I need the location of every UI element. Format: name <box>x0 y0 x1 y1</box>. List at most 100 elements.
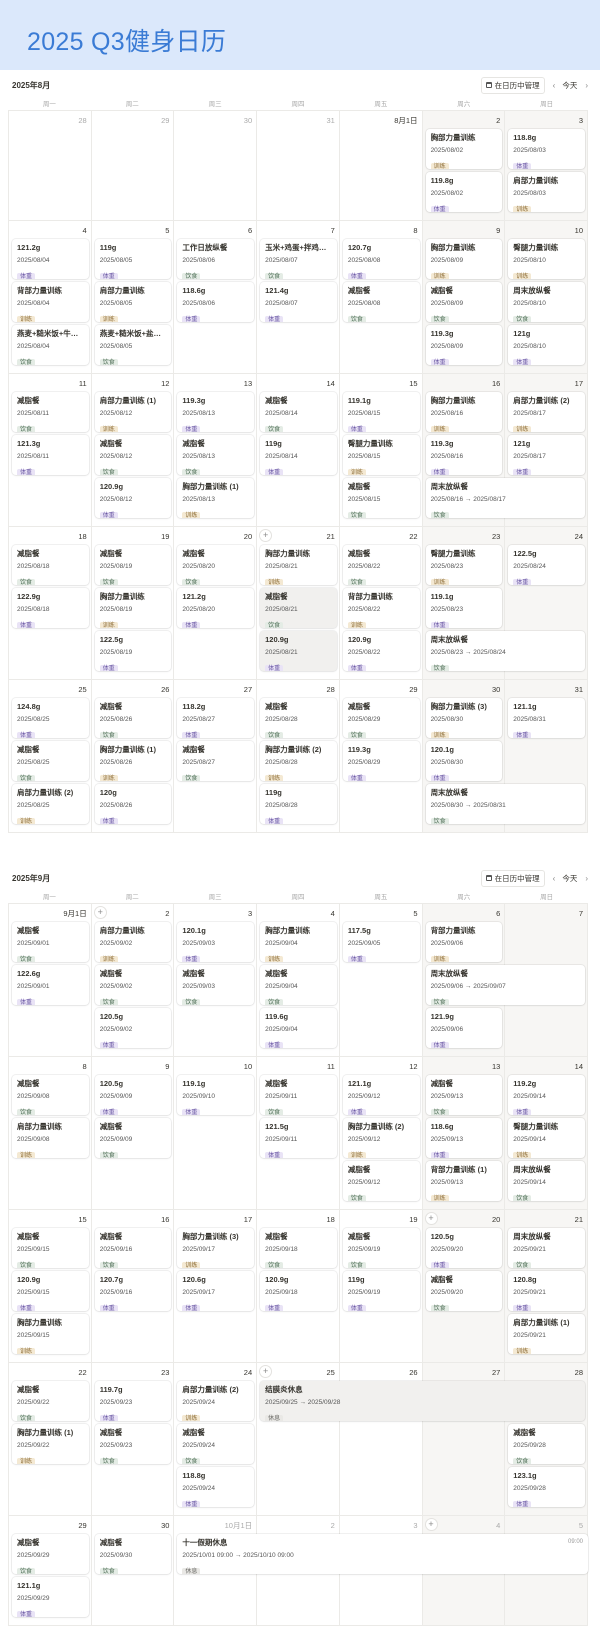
chevron-left-icon[interactable]: ‹ <box>552 873 556 883</box>
event-card[interactable]: 119g 2025/08/05 体重 <box>94 239 172 279</box>
event-card[interactable]: 周末放纵餐 2025/08/10 饮食 <box>508 282 585 322</box>
day-cell[interactable] <box>340 1057 423 1209</box>
chevron-right-icon[interactable]: › <box>585 80 588 90</box>
event-card[interactable]: 减脂餐 2025/09/16 饮食 <box>94 1228 172 1268</box>
event-card[interactable]: 120.1g 2025/09/03 体重 <box>177 922 255 962</box>
day-cell[interactable] <box>9 374 92 526</box>
event-card[interactable]: 减脂餐 2025/09/01 饮食 <box>12 922 89 962</box>
event-card[interactable]: 122.6g 2025/09/01 体重 <box>12 965 89 1005</box>
event-card[interactable]: 肩部力量训练 2025/09/08 训练 <box>12 1118 89 1158</box>
day-cell[interactable] <box>9 527 92 679</box>
event-card[interactable]: 减脂餐 2025/09/19 饮食 <box>342 1228 420 1268</box>
event-card[interactable]: 119.1g 2025/09/10 体重 <box>177 1075 255 1115</box>
day-cell[interactable] <box>92 221 175 373</box>
multi-day-event-card[interactable]: 周末放纵餐 2025/08/23 → 2025/08/24 饮食 <box>425 631 585 671</box>
day-cell[interactable] <box>9 904 92 1056</box>
event-card[interactable]: 118.8g 2025/09/24 体重 <box>177 1467 255 1507</box>
day-cell[interactable] <box>9 221 92 373</box>
multi-day-event-card[interactable]: 周末放纵餐 2025/08/16 → 2025/08/17 饮食 <box>425 478 585 518</box>
event-card[interactable]: 减脂餐 2025/08/13 饮食 <box>177 435 255 475</box>
multi-day-event-card[interactable]: 结膜炎休息 2025/09/25 → 2025/09/28 休息 <box>260 1381 585 1421</box>
event-card[interactable]: 减脂餐 2025/09/23 饮食 <box>94 1424 172 1464</box>
day-cell[interactable] <box>174 111 258 220</box>
event-card[interactable]: 胸部力量训练 2025/08/19 训练 <box>94 588 172 628</box>
add-event-plus-icon[interactable]: + <box>425 1213 437 1224</box>
day-cell[interactable] <box>9 1057 92 1209</box>
event-card[interactable]: 肩部力量训练 (1) 2025/08/12 训练 <box>94 392 172 432</box>
day-cell[interactable] <box>174 221 258 373</box>
manage-in-calendar-button[interactable]: 在日历中管理 <box>480 869 545 887</box>
event-card[interactable]: 122.5g 2025/08/24 体重 <box>508 545 585 585</box>
event-card[interactable]: 胸部力量训练 2025/09/04 训练 <box>260 922 337 962</box>
event-card[interactable]: 119.2g 2025/09/14 体重 <box>508 1075 585 1115</box>
day-cell[interactable] <box>92 1210 175 1362</box>
event-card[interactable]: 减脂餐 2025/09/18 饮食 <box>260 1228 337 1268</box>
event-card[interactable]: 胸部力量训练 (3) 2025/09/17 训练 <box>177 1228 255 1268</box>
event-card[interactable]: 121.1g 2025/08/31 体重 <box>508 698 585 738</box>
day-cell[interactable] <box>92 1057 175 1209</box>
event-card[interactable]: 减脂餐 2025/09/09 饮食 <box>94 1118 172 1158</box>
event-card[interactable]: 减脂餐 2025/09/13 饮食 <box>425 1075 503 1115</box>
event-card[interactable]: 减脂餐 2025/09/28 饮食 <box>508 1424 585 1464</box>
day-cell[interactable] <box>9 1210 92 1362</box>
event-card[interactable]: 胸部力量训练 2025/08/09 训练 <box>425 239 503 279</box>
event-card[interactable]: 减脂餐 2025/09/08 饮食 <box>12 1075 89 1115</box>
event-card[interactable]: 减脂餐 2025/09/24 饮食 <box>177 1424 255 1464</box>
event-card[interactable]: 123.1g 2025/09/28 体重 <box>508 1467 585 1507</box>
event-card[interactable]: 胸部力量训练 (1) 2025/09/22 训练 <box>12 1424 89 1464</box>
event-card[interactable]: 118.8g 2025/08/03 体重 <box>508 129 585 169</box>
event-card[interactable]: 121.1g 2025/09/29 体重 <box>12 1577 89 1617</box>
day-cell[interactable] <box>340 904 423 1056</box>
event-card[interactable]: 减脂餐 2025/08/20 饮食 <box>177 545 255 585</box>
day-cell[interactable] <box>174 1057 258 1209</box>
day-cell[interactable] <box>257 111 340 220</box>
event-card[interactable]: 119.7g 2025/09/23 体重 <box>94 1381 172 1421</box>
day-cell[interactable] <box>257 1363 340 1515</box>
today-button[interactable]: 今天 <box>562 80 578 90</box>
event-card[interactable]: 肩部力量训练 (1) 2025/09/21 训练 <box>508 1314 585 1354</box>
event-card[interactable]: 减脂餐 2025/08/08 饮食 <box>342 282 420 322</box>
multi-day-event-card[interactable]: 十一假期休息 2025/10/01 09:00 → 2025/10/10 09:0… <box>177 1534 588 1574</box>
event-card[interactable]: 120.9g 2025/08/21 体重 <box>260 631 337 671</box>
event-card[interactable]: 减脂餐 2025/08/28 饮食 <box>260 698 337 738</box>
event-card[interactable]: 臀腿力量训练 2025/09/14 训练 <box>508 1118 585 1158</box>
event-card[interactable]: 120.8g 2025/09/21 体重 <box>508 1271 585 1311</box>
event-card[interactable]: 119g 2025/09/19 体重 <box>342 1271 420 1311</box>
event-card[interactable]: 工作日放纵餐 2025/08/06 饮食 <box>177 239 255 279</box>
event-card[interactable]: 121.9g 2025/09/06 体重 <box>425 1008 503 1048</box>
chevron-right-icon[interactable]: › <box>585 873 588 883</box>
event-card[interactable]: 121.1g 2025/09/12 体重 <box>342 1075 420 1115</box>
event-card[interactable]: 121.4g 2025/08/07 体重 <box>260 282 337 322</box>
event-card[interactable]: 臀腿力量训练 2025/08/10 训练 <box>508 239 585 279</box>
day-cell[interactable] <box>92 374 175 526</box>
event-card[interactable]: 周末放纵餐 2025/09/21 饮食 <box>508 1228 585 1268</box>
event-card[interactable]: 胸部力量训练 (1) 2025/08/13 训练 <box>177 478 255 518</box>
day-cell[interactable] <box>92 527 175 679</box>
event-card[interactable]: 减脂餐 2025/09/04 饮食 <box>260 965 337 1005</box>
event-card[interactable]: 122.9g 2025/08/18 体重 <box>12 588 89 628</box>
event-card[interactable]: 胸部力量训练 (1) 2025/08/26 训练 <box>94 741 172 781</box>
event-card[interactable]: 减脂餐 2025/09/03 饮食 <box>177 965 255 1005</box>
event-card[interactable]: 背部力量训练 2025/08/04 训练 <box>12 282 89 322</box>
day-cell[interactable] <box>174 1210 258 1362</box>
event-card[interactable]: 减脂餐 2025/08/18 饮食 <box>12 545 89 585</box>
event-card[interactable]: 周末放纵餐 2025/09/14 饮食 <box>508 1161 585 1201</box>
event-card[interactable]: 118.2g 2025/08/27 体重 <box>177 698 255 738</box>
add-event-plus-icon[interactable]: + <box>425 1519 437 1530</box>
event-card[interactable]: 120.7g 2025/08/08 体重 <box>342 239 420 279</box>
event-card[interactable]: 119.3g 2025/08/09 体重 <box>425 325 503 365</box>
event-card[interactable]: 背部力量训练 2025/08/22 训练 <box>342 588 420 628</box>
event-card[interactable]: 减脂餐 2025/08/15 饮食 <box>342 478 420 518</box>
event-card[interactable]: 120.9g 2025/09/15 体重 <box>12 1271 89 1311</box>
event-card[interactable]: 肩部力量训练 (2) 2025/08/17 训练 <box>508 392 585 432</box>
event-card[interactable]: 减脂餐 2025/09/02 饮食 <box>94 965 172 1005</box>
today-button[interactable]: 今天 <box>562 873 578 883</box>
event-card[interactable]: 减脂餐 2025/08/29 饮食 <box>342 698 420 738</box>
day-cell[interactable] <box>92 904 175 1056</box>
day-cell[interactable] <box>257 680 340 832</box>
day-cell[interactable] <box>92 1516 175 1625</box>
event-card[interactable]: 124.8g 2025/08/25 体重 <box>12 698 89 738</box>
event-card[interactable]: 胸部力量训练 2025/08/16 训练 <box>425 392 503 432</box>
event-card[interactable]: 118.6g 2025/08/06 体重 <box>177 282 255 322</box>
event-card[interactable]: 121.2g 2025/08/04 体重 <box>12 239 89 279</box>
